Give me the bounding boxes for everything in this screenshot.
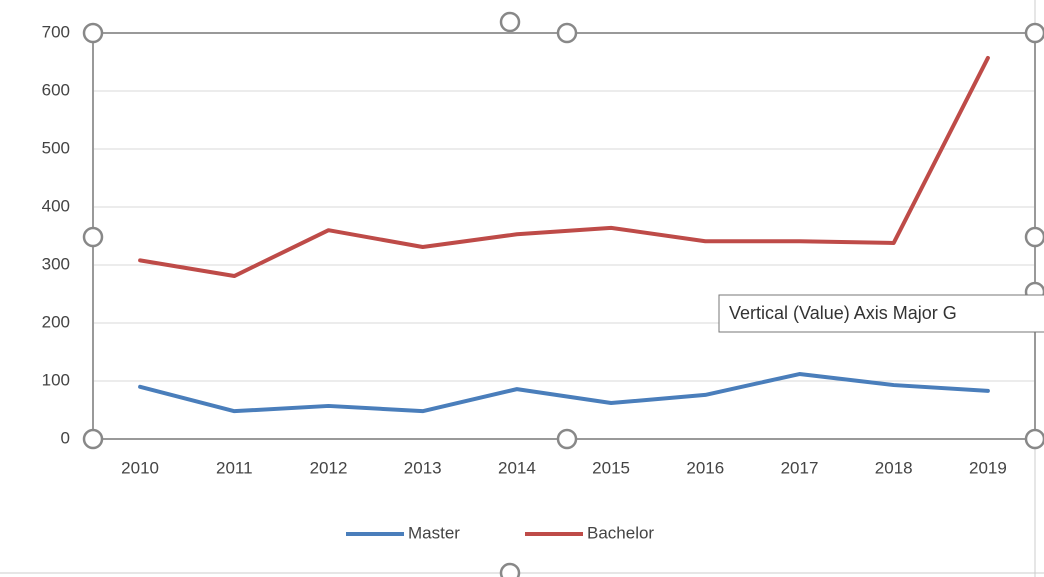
tooltip-text: Vertical (Value) Axis Major G — [729, 303, 957, 323]
x-tick-label: 2016 — [686, 458, 724, 477]
x-tick-label: 2015 — [592, 458, 630, 477]
line-series — [138, 372, 990, 414]
x-tick-label: 2011 — [216, 458, 253, 477]
y-tick-label: 100 — [42, 370, 70, 389]
x-tick-label: 2013 — [404, 458, 442, 477]
x-tick-label: 2019 — [969, 458, 1007, 477]
selection-handles — [82, 11, 1044, 577]
y-tick-label: 300 — [42, 254, 70, 273]
y-tick-label: 700 — [42, 22, 70, 41]
x-tick-label: 2018 — [875, 458, 913, 477]
y-tick-label: 200 — [42, 312, 70, 331]
x-tick-label: 2014 — [498, 458, 536, 477]
x-tick-label: 2017 — [781, 458, 819, 477]
x-tick-label: 2010 — [121, 458, 159, 477]
y-tick-label: 400 — [42, 196, 70, 215]
plot-selection[interactable] — [92, 32, 1036, 440]
y-tick-label: 600 — [42, 80, 70, 99]
legend-label: Master — [408, 523, 460, 542]
tooltip: Vertical (Value) Axis Major G — [718, 294, 1044, 333]
y-tick-label: 500 — [42, 138, 70, 157]
x-tick-label: 2012 — [310, 458, 348, 477]
y-tick-label: 0 — [61, 428, 70, 447]
line-series — [138, 55, 990, 279]
legend-label: Bachelor — [587, 523, 654, 542]
